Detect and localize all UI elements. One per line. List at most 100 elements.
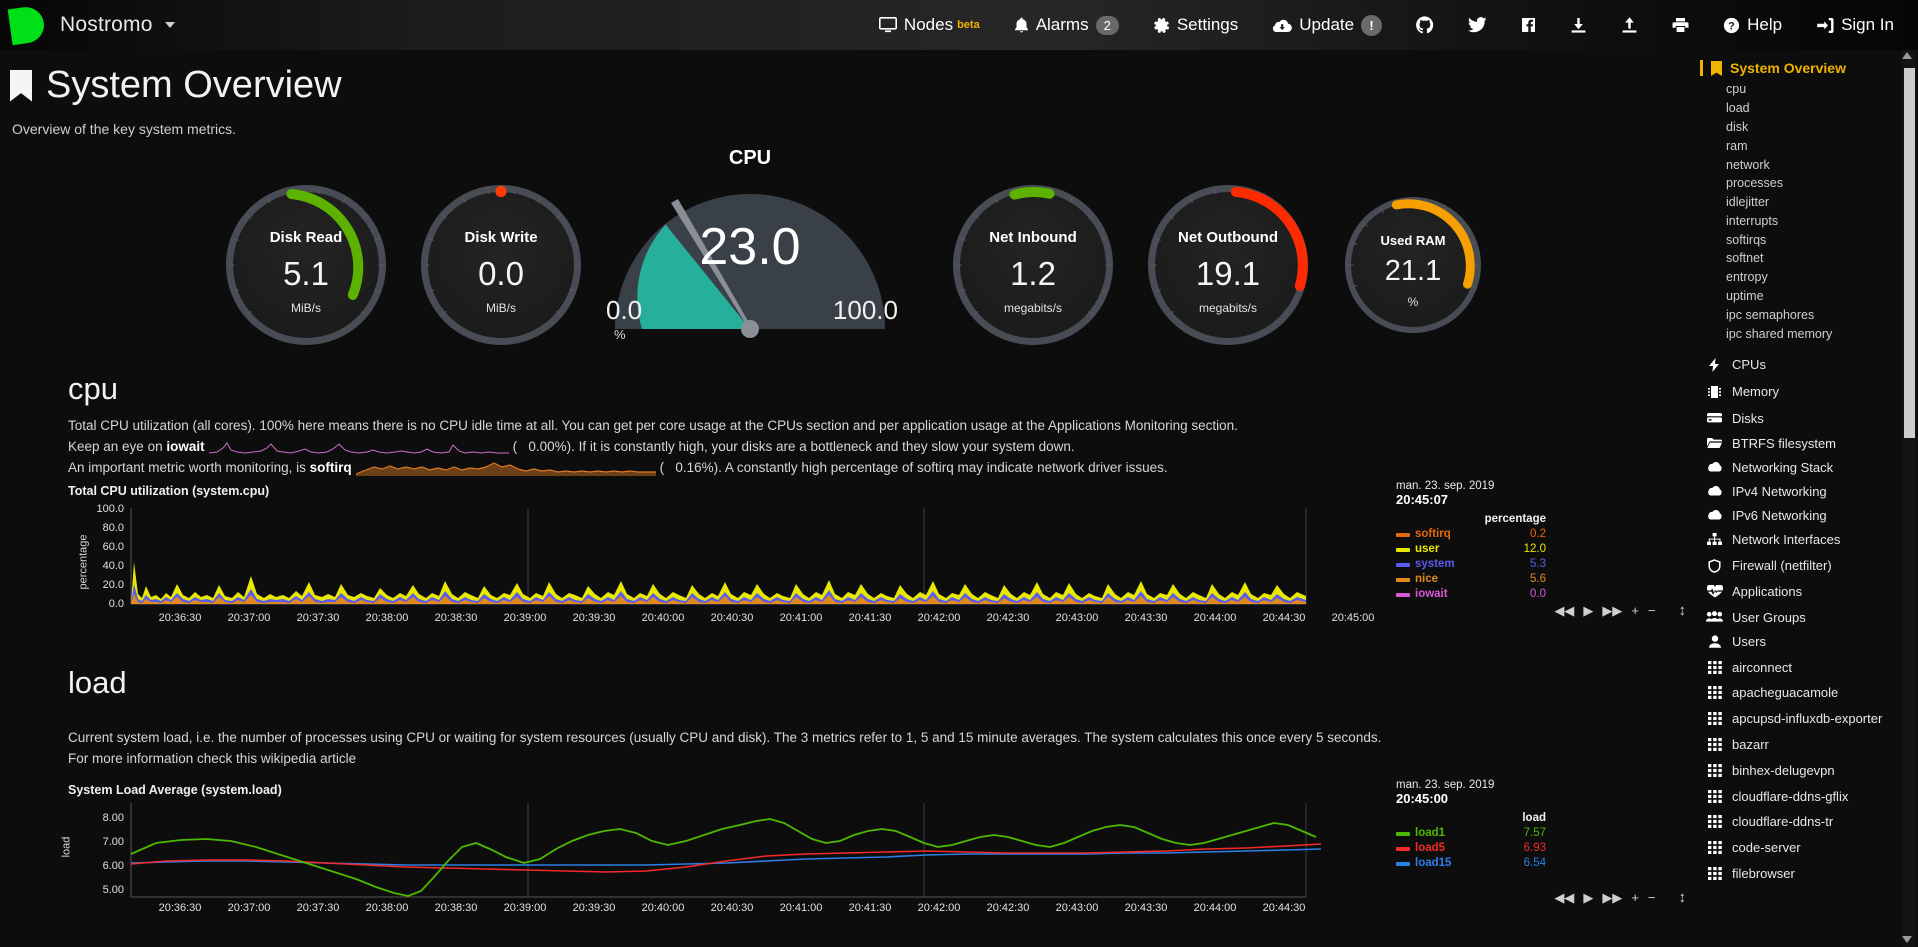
sidebar-item-user-groups[interactable]: User Groups [1700,606,1900,630]
top-navigation-bar: Nostromo Nodes beta Alarms 2 Settings [0,0,1918,50]
sidebar-subitem-entropy[interactable]: entropy [1726,270,1768,285]
legend-row[interactable]: load1 7.57 [1396,826,1546,841]
sidebar-header-system-overview[interactable]: System Overview [1700,60,1900,76]
nav-item-import[interactable] [1553,0,1604,50]
sidebar-item-memory[interactable]: Memory [1700,380,1900,407]
sidebar-scrollbar-thumb[interactable] [1904,68,1915,438]
zoom-out-button[interactable]: − [1647,603,1656,618]
sidebar-item-disks[interactable]: Disks [1700,407,1900,432]
forward-button[interactable]: ▶▶ [1602,889,1623,905]
brand[interactable]: Nostromo [0,4,175,46]
gauge-net-inbound[interactable]: Net Inbound 1.2 megabits/s [953,185,1113,345]
sidebar-item-airconnect[interactable]: airconnect [1700,655,1900,681]
nav-item-help[interactable]: ? Help [1706,0,1799,50]
zoom-out-button[interactable]: − [1647,890,1656,905]
chart-system-load[interactable]: System Load Average (system.load) load 8… [60,779,1700,933]
legend-row[interactable]: load5 6.93 [1396,841,1546,856]
chart-canvas-cpu[interactable]: 100.0 80.0 60.0 40.0 20.0 0.0 [76,498,1606,628]
sidebar-subitem-load[interactable]: load [1726,101,1750,116]
scroll-up-arrow-icon[interactable] [1902,52,1912,59]
sidebar-subitem-processes[interactable]: processes [1726,176,1783,191]
sidebar-subitem-interrupts[interactable]: interrupts [1726,213,1779,228]
nav-item-signin[interactable]: Sign In [1799,0,1918,50]
rewind-button[interactable]: ◀◀ [1554,602,1575,618]
gauge-used-ram[interactable]: Used RAM 21.1 % [1345,197,1481,333]
sidebar-item-ipv4-networking[interactable]: IPv4 Networking [1700,480,1900,504]
resize-handle[interactable]: ↕ [1678,889,1687,906]
sidebar-subitem-idlejitter[interactable]: idlejitter [1726,195,1770,210]
gauge-cpu[interactable]: CPU 23.0 0.0 % 100.0 [600,147,900,369]
zoom-in-button[interactable]: + [1631,890,1639,905]
chart-canvas-load[interactable]: 8.00 7.00 6.00 5.00 20:36:30 20:37:00 20… [76,797,1606,915]
play-button[interactable]: ▶ [1583,602,1594,618]
svg-text:?: ? [1728,20,1735,32]
sidebar-item-ipv6-networking[interactable]: IPv6 Networking [1700,504,1900,528]
sidebar-subitem-cpu[interactable]: cpu [1726,82,1747,97]
svg-text:20:44:30: 20:44:30 [1263,902,1306,914]
sidebar-item-firewall-netfilter[interactable]: Firewall (netfilter) [1700,553,1900,580]
legend-row[interactable]: load15 6.54 [1396,856,1546,871]
gauges-row: Disk Read 5.1 MiB/s Disk Write 0.0 MiB [0,145,1700,355]
legend-series-value: 5.3 [1530,558,1546,570]
legend-row[interactable]: user 12.0 [1396,542,1546,557]
nav-label-settings: Settings [1176,15,1239,34]
gauge-net-outbound[interactable]: Net Outbound 19.1 megabits/s [1148,185,1308,345]
forward-button[interactable]: ▶▶ [1602,602,1623,618]
resize-handle[interactable]: ↕ [1678,602,1687,619]
sidebar-item-applications[interactable]: Applications [1700,580,1900,606]
legend-row[interactable]: system 5.3 [1396,557,1546,572]
chart-controls-load[interactable]: ◀◀ ▶ ▶▶ + − ↕ [1554,889,1686,906]
sidebar-item-users[interactable]: Users [1700,630,1900,656]
sidebar-item-networking-stack[interactable]: Networking Stack [1700,456,1900,480]
sidebar-item-code-server[interactable]: code-server [1700,836,1900,862]
nav-item-github[interactable] [1399,0,1451,50]
chart-controls-cpu[interactable]: ◀◀ ▶ ▶▶ + − ↕ [1554,602,1686,619]
chart-system-cpu[interactable]: Total CPU utilization (system.cpu) perce… [68,480,1700,649]
sidebar-subitem-ipc-shared-memory[interactable]: ipc shared memory [1726,326,1833,341]
memory-icon [1706,385,1723,402]
gauge-arc [495,185,507,198]
nav-item-alarms[interactable]: Alarms 2 [997,0,1136,50]
nav-item-nodes[interactable]: Nodes beta [862,0,997,50]
sitemap-icon [1706,532,1723,549]
sidebar-item-filebrowser[interactable]: filebrowser [1700,862,1900,888]
play-button[interactable]: ▶ [1583,889,1594,905]
sidebar-item-binhex-delugevpn[interactable]: binhex-delugevpn [1700,758,1900,784]
chart-legend-load: man. 23. sep. 2019 20:45:00 load load1 7… [1396,779,1546,871]
chevron-down-icon[interactable] [164,22,175,28]
nav-item-twitter[interactable] [1451,0,1504,50]
sidebar-item-bazarr[interactable]: bazarr [1700,733,1900,759]
sidebar-item-apcupsd-influxdb-exporter[interactable]: apcupsd-influxdb-exporter [1700,707,1900,733]
scroll-down-arrow-icon[interactable] [1902,936,1912,943]
nav-item-facebook[interactable] [1504,0,1553,50]
sidebar-subitem-ram[interactable]: ram [1726,138,1748,153]
sidebar-subitem-disk[interactable]: disk [1726,119,1749,134]
svg-text:20:42:30: 20:42:30 [987,902,1030,914]
legend-row[interactable]: iowait 0.0 [1396,587,1546,602]
nav-item-export[interactable] [1604,0,1655,50]
sidebar-subitem-ipc-semaphores[interactable]: ipc semaphores [1726,307,1815,322]
sidebar-item-cpus[interactable]: CPUs [1700,353,1900,380]
gauge-disk-read[interactable]: Disk Read 5.1 MiB/s [226,185,386,345]
zoom-in-button[interactable]: + [1631,603,1639,618]
gauge-disk-write[interactable]: Disk Write 0.0 MiB/s [421,185,581,345]
sidebar-subitem-network[interactable]: network [1726,157,1770,172]
rewind-button[interactable]: ◀◀ [1554,889,1575,905]
legend-row[interactable]: softirq 0.2 [1396,527,1546,542]
sidebar-subitem-uptime[interactable]: uptime [1726,288,1764,303]
gauge-units: megabits/s [1003,301,1063,315]
sidebar-item-cloudflare-ddns-tr[interactable]: cloudflare-ddns-tr [1700,810,1900,836]
sidebar-item-btrfs-filesystem[interactable]: BTRFS filesystem [1700,431,1900,456]
nav-item-settings[interactable]: Settings [1136,0,1255,50]
iowait-sparkline [208,442,509,454]
nav-item-update[interactable]: Update ! [1255,0,1399,50]
sidebar-item-cloudflare-ddns-gflix[interactable]: cloudflare-ddns-gflix [1700,784,1900,810]
legend-row[interactable]: nice 5.6 [1396,572,1546,587]
sidebar-subitem-softnet[interactable]: softnet [1726,251,1764,266]
gauge-label: Disk Write [464,229,538,246]
sidebar-item-network-interfaces[interactable]: Network Interfaces [1700,527,1900,553]
sidebar-subitem-softirqs[interactable]: softirqs [1726,232,1767,247]
nav-item-print[interactable] [1655,0,1706,50]
sidebar-item-apacheguacamole[interactable]: apacheguacamole [1700,681,1900,707]
legend-unit: load [1522,812,1546,824]
